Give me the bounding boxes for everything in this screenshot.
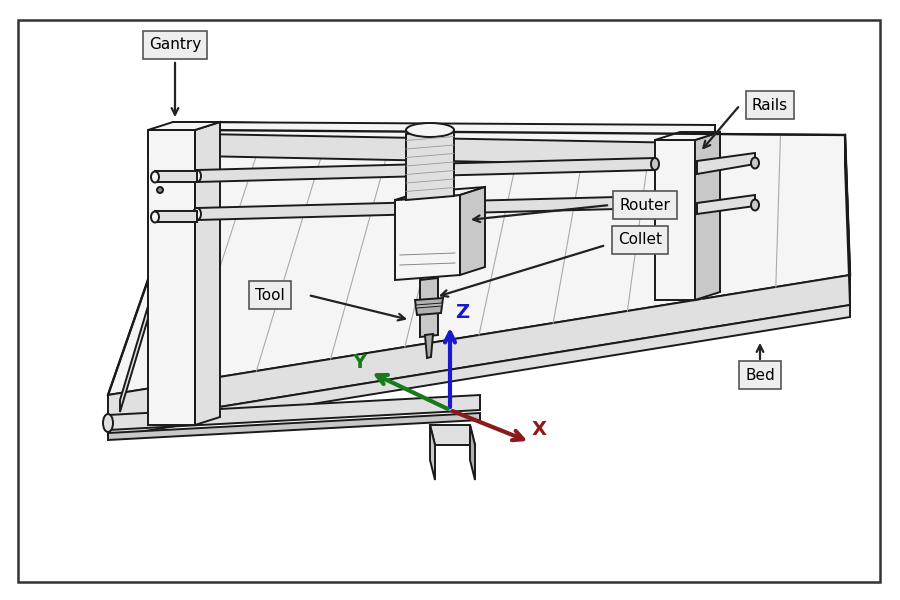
Polygon shape <box>148 122 220 130</box>
Polygon shape <box>697 195 755 214</box>
Ellipse shape <box>151 172 159 182</box>
Polygon shape <box>155 171 197 182</box>
Polygon shape <box>430 425 475 445</box>
Polygon shape <box>148 133 690 166</box>
Polygon shape <box>655 132 720 140</box>
Polygon shape <box>460 187 485 275</box>
Text: X: X <box>532 420 547 439</box>
Polygon shape <box>197 158 655 182</box>
Polygon shape <box>108 130 850 395</box>
Polygon shape <box>406 130 454 200</box>
Text: Collet: Collet <box>618 232 662 247</box>
Polygon shape <box>697 153 755 174</box>
Text: Rails: Rails <box>752 97 788 113</box>
Ellipse shape <box>151 211 159 223</box>
Polygon shape <box>416 303 442 308</box>
Ellipse shape <box>193 208 201 220</box>
Polygon shape <box>220 122 720 154</box>
Circle shape <box>157 187 163 193</box>
Polygon shape <box>420 278 438 337</box>
Polygon shape <box>108 395 480 430</box>
Text: Bed: Bed <box>745 367 775 383</box>
Polygon shape <box>415 298 443 315</box>
Polygon shape <box>430 425 435 480</box>
Polygon shape <box>695 132 720 300</box>
Ellipse shape <box>651 158 659 170</box>
Polygon shape <box>470 425 475 480</box>
Text: Tool: Tool <box>255 287 285 302</box>
Text: Gantry: Gantry <box>148 37 201 52</box>
Ellipse shape <box>651 196 659 208</box>
Polygon shape <box>425 334 433 358</box>
Polygon shape <box>120 132 200 412</box>
Text: Router: Router <box>619 197 670 212</box>
Polygon shape <box>195 122 220 425</box>
Polygon shape <box>845 135 850 305</box>
Polygon shape <box>155 211 197 222</box>
Polygon shape <box>395 195 460 280</box>
Ellipse shape <box>103 414 113 432</box>
Ellipse shape <box>193 170 201 182</box>
Ellipse shape <box>751 157 759 169</box>
Text: Y: Y <box>352 353 366 372</box>
Polygon shape <box>197 196 655 220</box>
Polygon shape <box>108 275 850 425</box>
Polygon shape <box>148 130 195 425</box>
Ellipse shape <box>406 123 454 137</box>
Polygon shape <box>395 187 485 200</box>
Ellipse shape <box>751 199 759 211</box>
Polygon shape <box>108 305 850 437</box>
Polygon shape <box>173 122 715 148</box>
Polygon shape <box>655 140 695 300</box>
Polygon shape <box>108 413 480 440</box>
Text: Z: Z <box>455 303 469 322</box>
